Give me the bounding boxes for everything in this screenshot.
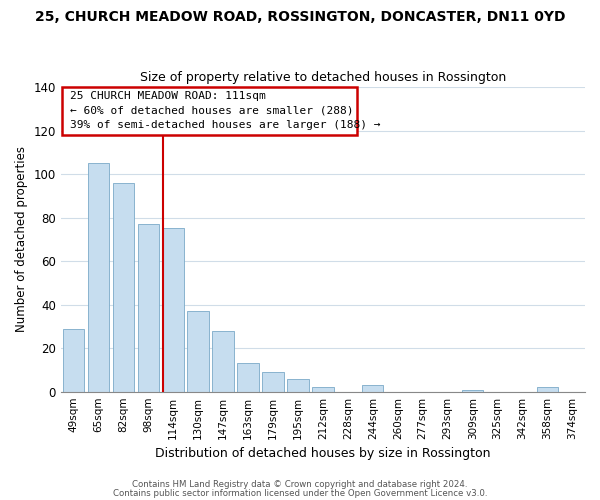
- Text: ← 60% of detached houses are smaller (288): ← 60% of detached houses are smaller (28…: [70, 105, 353, 115]
- Text: 39% of semi-detached houses are larger (188) →: 39% of semi-detached houses are larger (…: [70, 120, 380, 130]
- Bar: [312, 388, 334, 392]
- Bar: [362, 385, 383, 392]
- Text: Contains HM Land Registry data © Crown copyright and database right 2024.: Contains HM Land Registry data © Crown c…: [132, 480, 468, 489]
- Bar: [62, 328, 84, 392]
- Bar: [187, 311, 209, 392]
- Text: 25 CHURCH MEADOW ROAD: 111sqm: 25 CHURCH MEADOW ROAD: 111sqm: [70, 90, 265, 101]
- Y-axis label: Number of detached properties: Number of detached properties: [15, 146, 28, 332]
- Bar: [262, 372, 284, 392]
- Bar: [462, 390, 483, 392]
- FancyBboxPatch shape: [62, 87, 357, 135]
- Bar: [212, 331, 233, 392]
- Bar: [163, 228, 184, 392]
- Bar: [88, 163, 109, 392]
- Bar: [537, 388, 558, 392]
- Bar: [137, 224, 159, 392]
- Bar: [287, 378, 308, 392]
- X-axis label: Distribution of detached houses by size in Rossington: Distribution of detached houses by size …: [155, 447, 491, 460]
- Title: Size of property relative to detached houses in Rossington: Size of property relative to detached ho…: [140, 72, 506, 85]
- Text: 25, CHURCH MEADOW ROAD, ROSSINGTON, DONCASTER, DN11 0YD: 25, CHURCH MEADOW ROAD, ROSSINGTON, DONC…: [35, 10, 565, 24]
- Bar: [238, 364, 259, 392]
- Text: Contains public sector information licensed under the Open Government Licence v3: Contains public sector information licen…: [113, 489, 487, 498]
- Bar: [113, 183, 134, 392]
